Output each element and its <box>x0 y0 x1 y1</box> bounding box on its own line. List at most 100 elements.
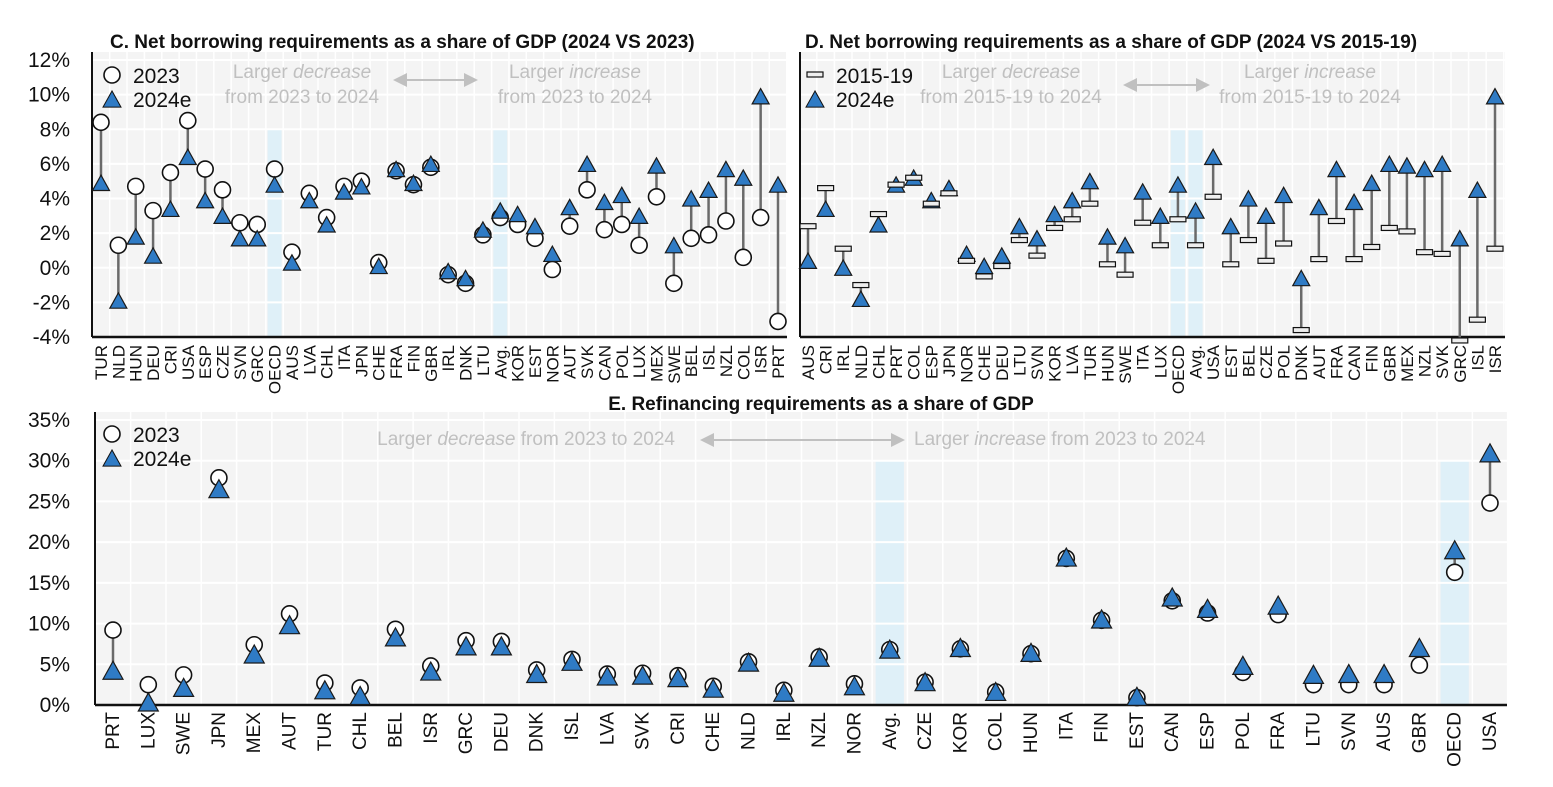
x-tick-label: GBR <box>1409 712 1430 753</box>
x-tick-label: CHL <box>318 345 337 379</box>
x-tick-label: CHL <box>869 345 888 379</box>
point-2015-19 <box>887 181 905 188</box>
point-2024e <box>313 679 336 700</box>
point-2024e <box>1097 227 1117 245</box>
point-2024e <box>664 236 684 254</box>
legend-triangle-icon <box>102 448 122 467</box>
y-tick-label: 35% <box>28 409 70 432</box>
point-2024e <box>868 215 888 233</box>
point-2024e <box>1415 160 1435 178</box>
x-tick-label: Avg. <box>1187 345 1206 379</box>
x-tick-label: TUR <box>92 345 111 380</box>
y-tick-label: 30% <box>28 450 70 473</box>
point-2023 <box>595 220 614 239</box>
x-tick-label: NOR <box>543 345 562 383</box>
point-2015-19 <box>1327 217 1346 225</box>
y-tick-label: -2% <box>33 291 70 314</box>
x-tick-label: LVA <box>597 712 618 745</box>
point-2024e <box>525 217 545 235</box>
point-2024e <box>737 651 760 672</box>
panel-d: D. Net borrowing requirements as a share… <box>798 32 1505 394</box>
x-tick-label: JPN <box>940 345 959 377</box>
x-tick-label: MEX <box>647 345 666 382</box>
point-2015-19 <box>1010 236 1028 244</box>
x-tick-label: CZE <box>1257 345 1276 379</box>
point-2024e <box>490 635 513 656</box>
point-2024e <box>126 227 146 245</box>
x-tick-label: DEU <box>993 345 1012 381</box>
annotation-increase-line2: from 2023 to 2024 <box>498 87 653 108</box>
annotation-decrease: Larger decrease from 2023 to 2024 <box>377 429 675 450</box>
x-tick-label: LTU <box>474 345 493 376</box>
y-tick-label: 5% <box>40 653 70 676</box>
x-tick-label: NOR <box>844 712 865 754</box>
point-2023 <box>1445 563 1464 582</box>
x-tick-label: LVA <box>300 344 319 374</box>
point-2024e <box>1326 160 1346 178</box>
x-tick-label: AUS <box>283 345 302 380</box>
point-2024e <box>1408 637 1431 658</box>
arrow-left-icon <box>700 433 714 447</box>
x-tick-label: AUT <box>280 712 301 750</box>
x-tick-label: DNK <box>1292 344 1311 381</box>
point-2024e <box>1467 180 1487 198</box>
x-tick-label: LTU <box>1303 712 1324 746</box>
point-2024e <box>421 154 441 173</box>
point-2024e <box>1373 663 1396 684</box>
point-2024e <box>351 177 371 195</box>
point-2024e <box>1256 206 1276 224</box>
point-2015-19 <box>1081 200 1099 207</box>
x-tick-label: DNK <box>527 712 548 752</box>
x-tick-label: COL <box>986 712 1007 751</box>
x-tick-label: FIN <box>1092 712 1113 743</box>
legend-triangle-icon <box>102 89 122 108</box>
legend-label: 2023 <box>133 424 180 447</box>
annotation-decrease-line2: from 2023 to 2024 <box>225 87 380 108</box>
y-tick-label: 8% <box>40 118 70 141</box>
point-2023 <box>543 260 562 279</box>
x-tick-label: FIN <box>404 345 423 372</box>
point-2024e <box>1344 192 1364 211</box>
point-2015-19 <box>1363 243 1381 251</box>
x-tick-label: CZE <box>214 345 233 379</box>
point-2015-19 <box>1151 242 1169 249</box>
point-2024e <box>137 691 160 712</box>
x-tick-label: TUR <box>315 712 336 751</box>
x-tick-label: AUS <box>799 345 818 380</box>
point-2015-19 <box>1486 245 1504 252</box>
x-tick-label: USA <box>179 344 198 380</box>
point-2024e <box>833 258 853 276</box>
point-2024e <box>1019 642 1043 662</box>
point-2024e <box>1337 663 1360 684</box>
point-2024e <box>349 685 372 706</box>
point-2024e <box>403 173 423 192</box>
point-2024e <box>207 478 230 499</box>
point-2024e <box>560 651 584 671</box>
point-2023 <box>109 236 128 255</box>
point-2015-19 <box>1134 219 1152 226</box>
point-2024e <box>230 229 250 247</box>
x-tick-label: ITA <box>1056 712 1077 740</box>
point-2024e <box>282 253 302 271</box>
point-2024e <box>1125 686 1148 706</box>
annotation-text: Larger <box>1244 62 1304 83</box>
x-tick-label: GRC <box>248 345 267 383</box>
point-2024e <box>577 154 597 173</box>
x-tick-label: AUT <box>1310 345 1329 379</box>
y-tick-label: 6% <box>40 153 70 176</box>
x-tick-label: MEX <box>1398 345 1417 382</box>
x-tick-label: KOR <box>1046 345 1065 382</box>
point-2024e <box>733 168 753 186</box>
point-2015-19 <box>834 245 852 252</box>
annotation-increase: Larger increase <box>509 62 641 83</box>
x-tick-label: POL <box>1275 345 1294 379</box>
x-tick-label: AUS <box>1374 712 1395 751</box>
x-tick-label: ESP <box>196 345 215 379</box>
y-tick-label: 10% <box>28 613 70 636</box>
x-tick-label: LUX <box>138 712 159 749</box>
x-tick-label: AUT <box>561 345 580 379</box>
point-2015-19 <box>975 273 993 280</box>
point-2024e <box>1080 172 1100 190</box>
point-2024e <box>702 677 725 698</box>
